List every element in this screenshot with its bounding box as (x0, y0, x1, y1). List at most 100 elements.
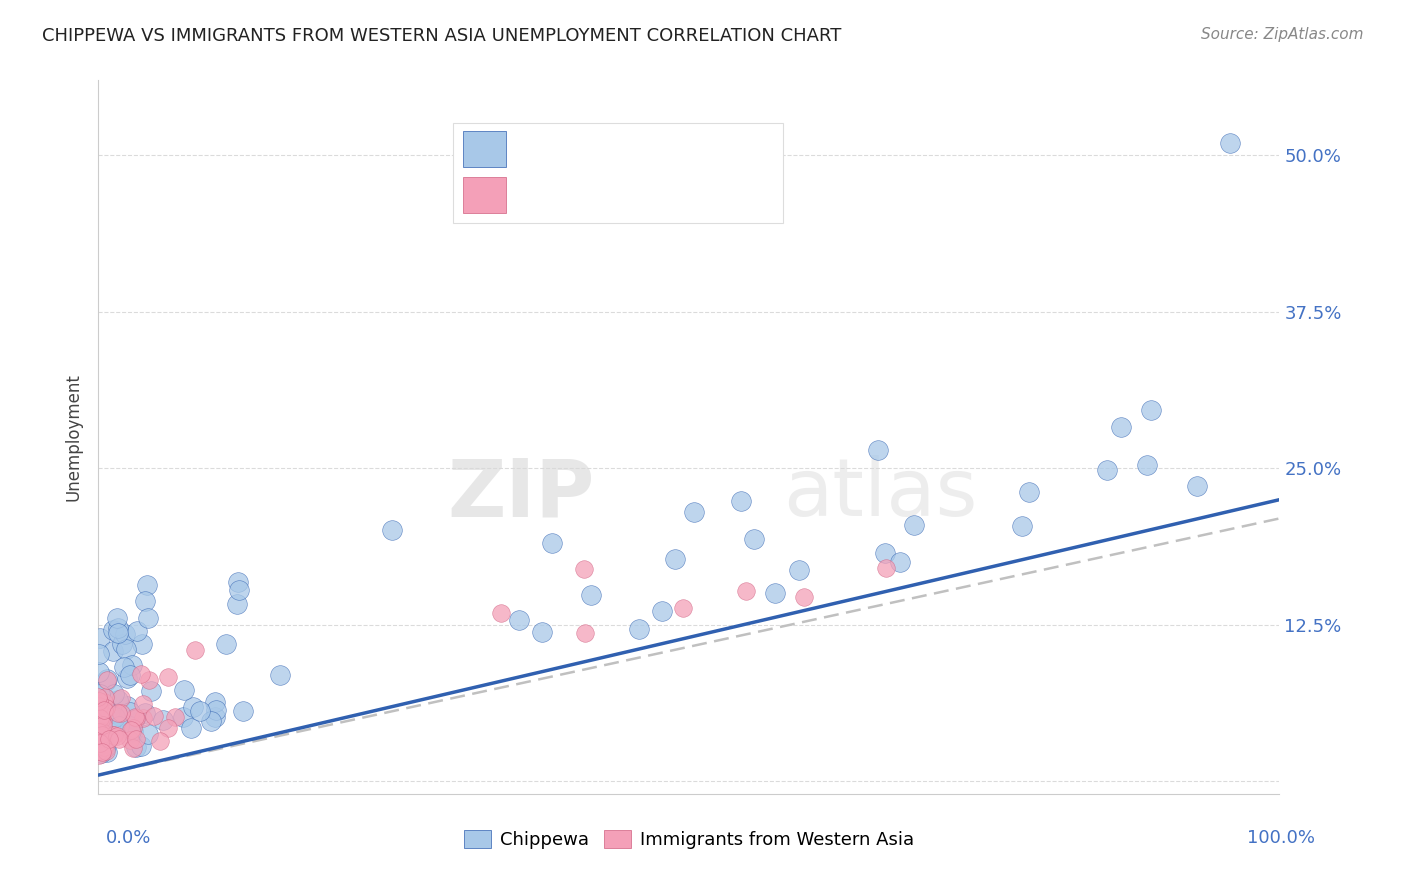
Point (96, 743, 118, 757)
Point (108, 709, 131, 723)
Point (107, 732, 129, 747)
Point (93, 703, 115, 717)
Point (90, 742, 112, 756)
Point (866, 442, 889, 457)
Point (98, 732, 121, 747)
Point (96, 731, 118, 745)
Point (101, 644, 124, 658)
Point (200, 714, 222, 728)
Point (96, 745, 118, 759)
Point (87, 747, 110, 762)
Point (1187, 479, 1209, 493)
Legend: Chippewa, Immigrants from Western Asia: Chippewa, Immigrants from Western Asia (457, 823, 921, 856)
Point (93, 743, 115, 757)
Point (122, 724, 145, 739)
Point (1011, 519, 1033, 533)
Point (157, 670, 180, 684)
Point (889, 555, 911, 569)
Point (730, 494, 752, 508)
Point (651, 604, 673, 618)
Point (98, 706, 121, 721)
Point (134, 593, 156, 607)
Point (134, 706, 156, 720)
Point (131, 638, 153, 652)
Point (94, 737, 117, 751)
Point (87, 724, 110, 739)
Point (87, 699, 110, 714)
Point (94, 740, 117, 755)
Point (188, 704, 211, 718)
Point (89, 736, 111, 750)
Point (204, 709, 226, 723)
Point (118, 705, 141, 719)
Point (91, 724, 114, 739)
Point (90, 728, 112, 742)
Point (89, 694, 111, 708)
Point (93, 714, 115, 729)
Point (89, 721, 111, 735)
Point (96, 673, 118, 687)
Point (96, 705, 118, 719)
Point (381, 523, 404, 537)
Point (89, 631, 111, 645)
Point (156, 722, 179, 736)
Point (228, 582, 250, 597)
Point (94, 690, 117, 704)
Point (87, 731, 110, 745)
Point (117, 698, 139, 713)
Point (136, 577, 159, 591)
Point (489, 607, 512, 621)
Point (125, 740, 148, 755)
Point (120, 724, 142, 739)
Text: 100.0%: 100.0% (1247, 829, 1315, 847)
Point (93, 695, 115, 709)
Point (1140, 403, 1163, 417)
Point (232, 704, 254, 718)
Point (787, 563, 810, 577)
Point (124, 710, 146, 724)
Point (1109, 420, 1132, 434)
Point (181, 700, 204, 714)
Point (903, 517, 925, 532)
Point (107, 625, 129, 640)
Point (149, 734, 172, 748)
Point (572, 562, 595, 576)
Point (107, 621, 129, 635)
Point (129, 739, 152, 754)
Point (683, 505, 706, 519)
Point (873, 546, 896, 560)
Point (118, 668, 141, 682)
Point (172, 710, 194, 724)
Point (672, 601, 695, 615)
Point (87, 665, 110, 679)
Point (110, 706, 132, 720)
Point (90, 739, 112, 754)
Point (204, 703, 226, 717)
Point (90, 713, 112, 727)
Point (132, 711, 155, 725)
Point (180, 721, 202, 735)
Point (530, 624, 553, 639)
Point (89, 687, 111, 701)
Point (107, 692, 129, 706)
Point (107, 706, 129, 721)
Point (110, 691, 132, 706)
Point (91, 718, 114, 732)
Point (87, 721, 110, 735)
Point (94, 700, 117, 714)
Point (793, 590, 815, 604)
Text: Source: ZipAtlas.com: Source: ZipAtlas.com (1201, 27, 1364, 42)
Text: ZIP: ZIP (447, 455, 595, 533)
Point (1095, 462, 1118, 476)
Point (101, 728, 124, 742)
Point (112, 659, 135, 673)
Point (87, 743, 110, 757)
Point (91, 707, 114, 722)
Point (143, 708, 166, 723)
Point (114, 627, 136, 641)
Point (89, 739, 111, 754)
Point (132, 697, 155, 711)
Point (136, 727, 159, 741)
Point (1219, 136, 1241, 150)
Point (105, 611, 128, 625)
